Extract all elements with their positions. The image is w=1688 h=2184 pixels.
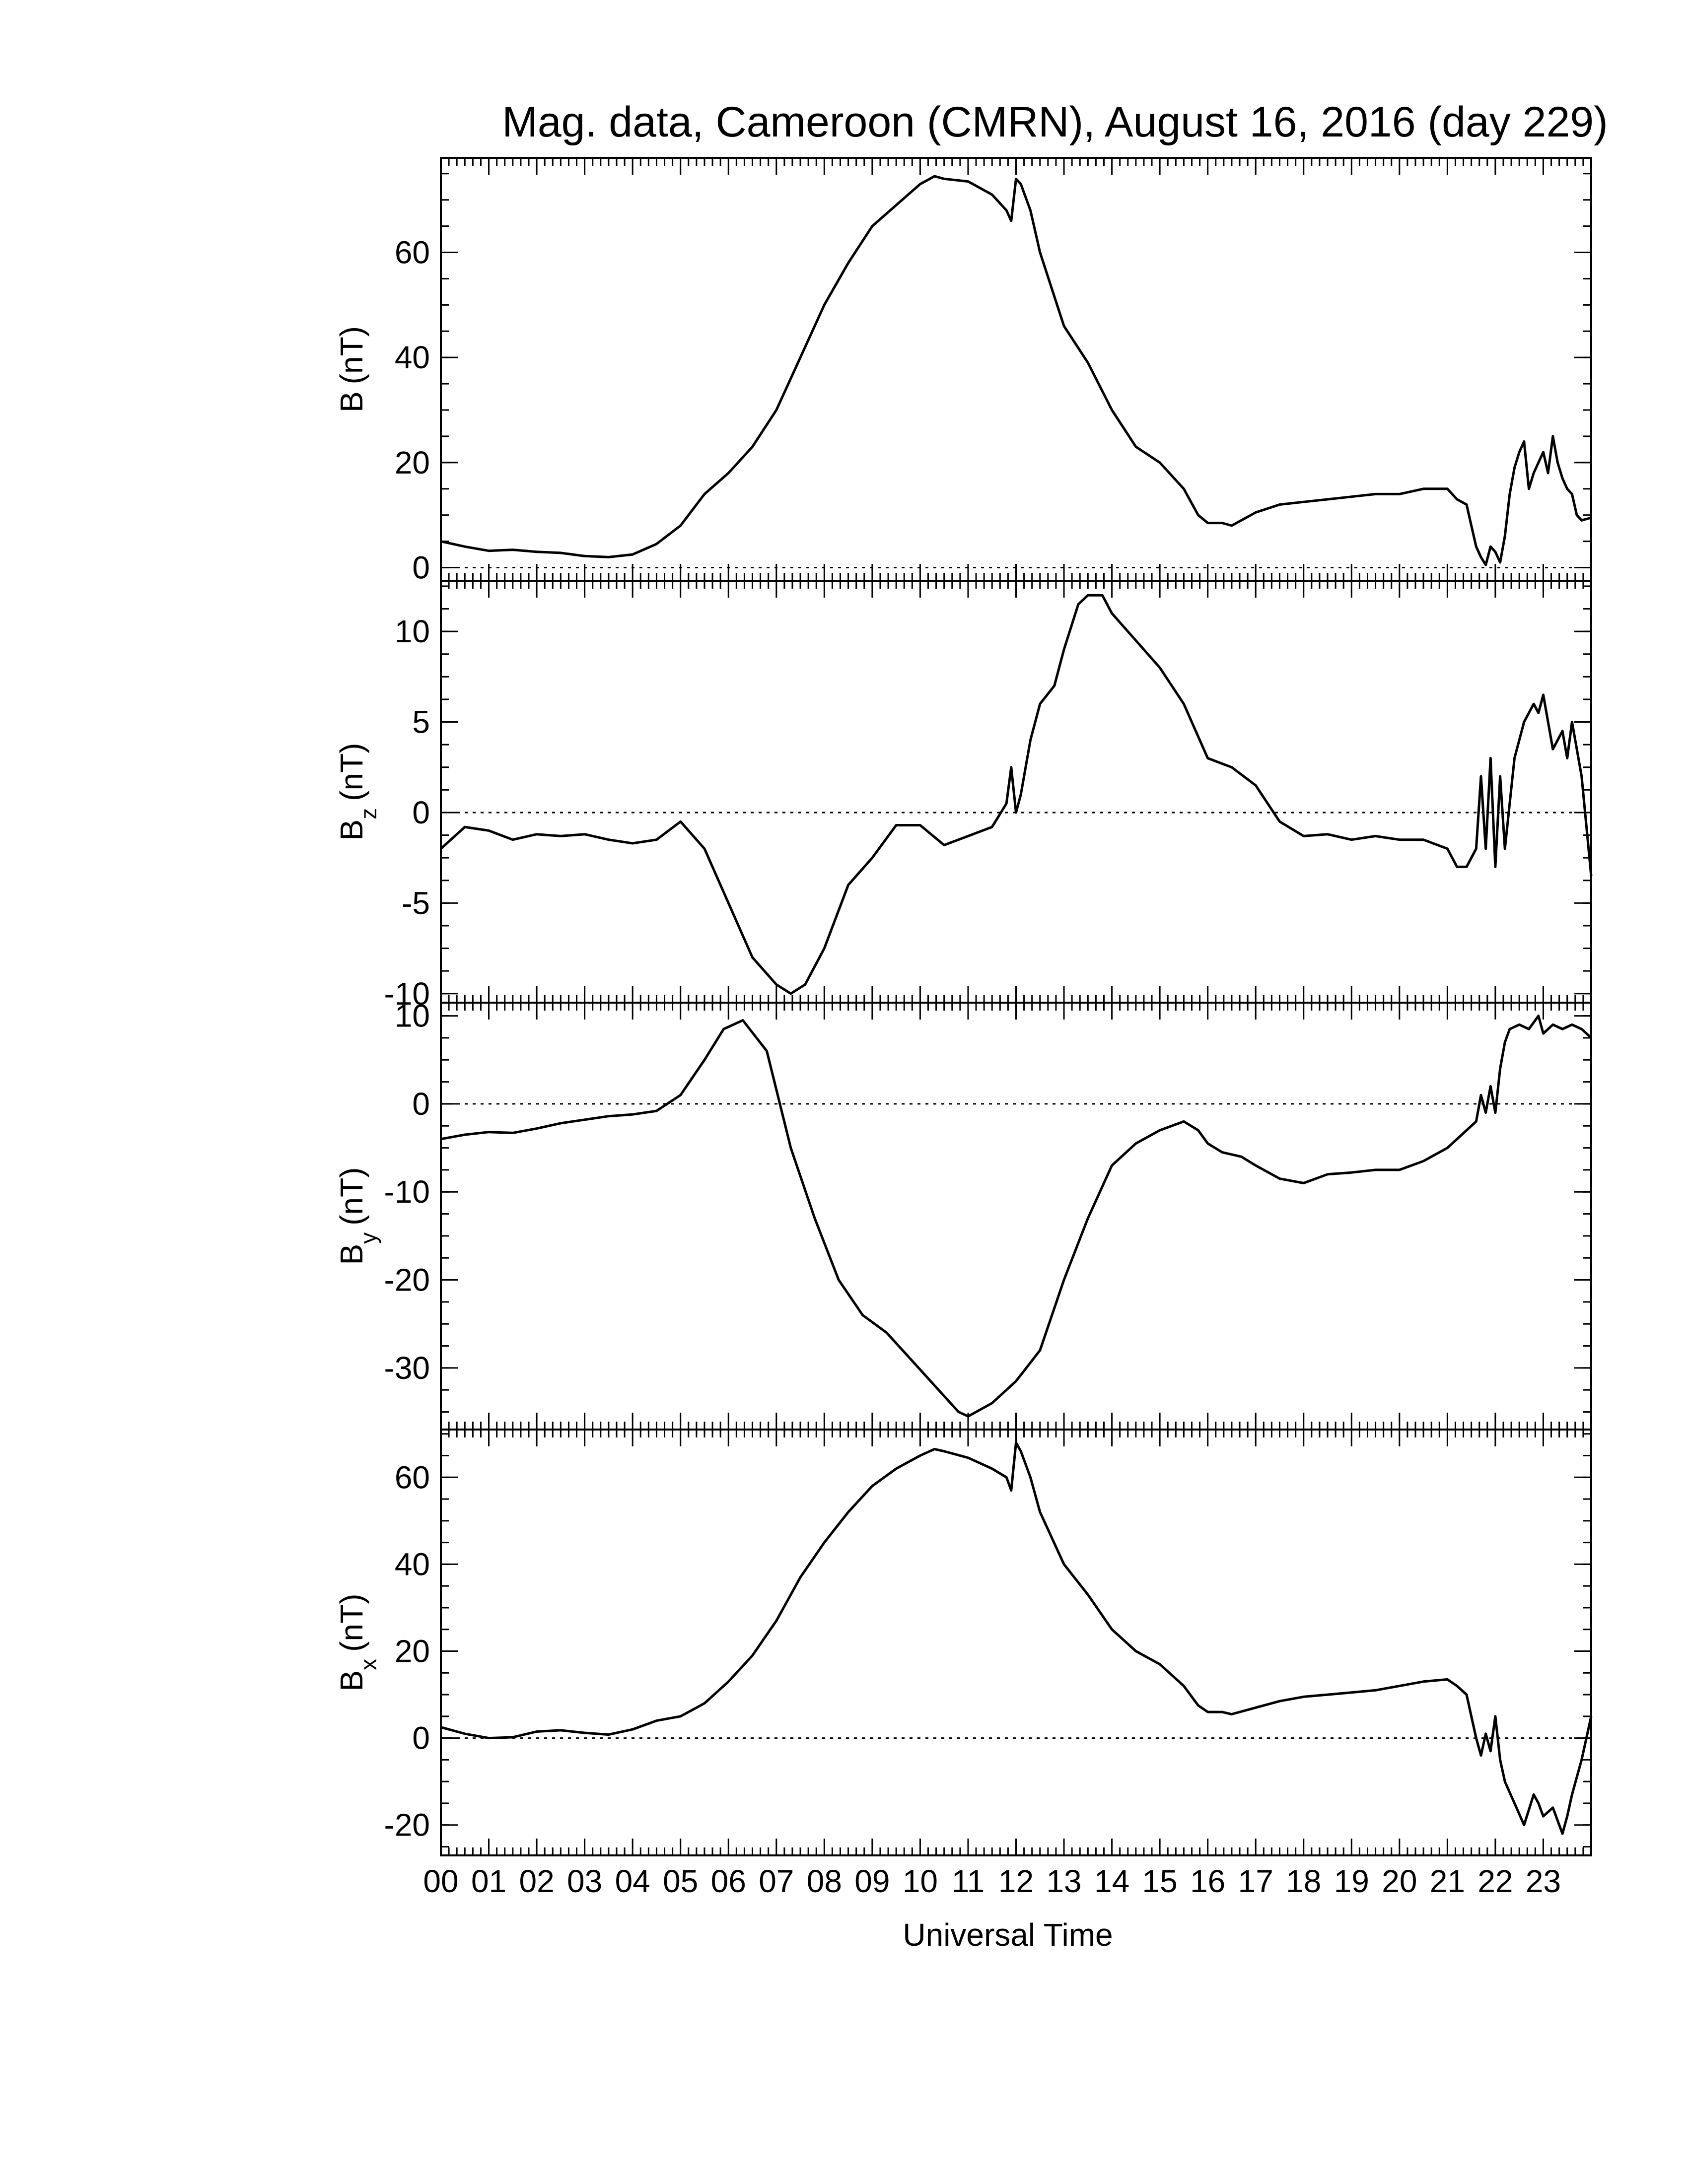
y-axis-label: Bx (nT) — [334, 1594, 381, 1692]
y-tick-label: 0 — [412, 1086, 430, 1122]
x-axis-label: Universal Time — [903, 1917, 1113, 1953]
y-axis-label: Bz (nT) — [334, 743, 381, 841]
x-tick-label: 05 — [663, 1863, 698, 1899]
y-tick-label: 20 — [395, 445, 430, 480]
y-axis-label: By (nT) — [334, 1167, 381, 1265]
series-line-bz — [440, 594, 1593, 995]
y-tick-label: -5 — [402, 885, 430, 921]
y-tick-label: -30 — [384, 1350, 430, 1386]
x-tick-label: 03 — [567, 1863, 602, 1899]
y-tick-label: 0 — [412, 795, 430, 830]
y-axis-label-main: B — [334, 1670, 369, 1692]
x-tick-label: 16 — [1190, 1863, 1225, 1899]
y-tick-label: 10 — [395, 998, 430, 1034]
x-tick-label: 22 — [1477, 1863, 1513, 1899]
x-tick-label: 08 — [807, 1863, 842, 1899]
y-tick-label: 0 — [412, 1720, 430, 1756]
chart-title: Mag. data, Cameroon (CMRN), August 16, 2… — [502, 98, 1608, 146]
x-axis: 00 01 02 03 04 05 06 07 08 09 10 11 12 13 14 15 16 17 18 19… — [423, 1863, 1561, 1899]
x-tick-label: 21 — [1430, 1863, 1465, 1899]
x-tick-label: 10 — [903, 1863, 938, 1899]
y-axis-label-unit: (nT) — [334, 1594, 369, 1652]
y-tick-label: -10 — [384, 976, 430, 1012]
y-axis-label-unit: (nT) — [334, 326, 369, 384]
x-tick-label: 17 — [1238, 1863, 1273, 1899]
x-tick-label: 13 — [1046, 1863, 1081, 1899]
y-axis-label-subscript: z — [355, 808, 381, 819]
x-tick-label: 12 — [998, 1863, 1034, 1899]
panel-frame — [440, 1429, 1592, 1856]
x-tick-label: 00 — [423, 1863, 458, 1899]
y-tick-label: 40 — [395, 1546, 430, 1582]
y-axis-label-main: B — [334, 1244, 369, 1265]
x-tick-label: 04 — [615, 1863, 650, 1899]
series-line-by — [440, 1015, 1592, 1418]
y-tick-label: -10 — [384, 1174, 430, 1210]
panel-frame — [440, 157, 1592, 582]
y-axis-label-main: B — [334, 391, 369, 412]
y-axis-label-unit: (nT) — [334, 1167, 369, 1226]
panel-bz: -10 -5 0 5 10 Bz (nT) — [334, 580, 1593, 1012]
x-tick-label: 09 — [854, 1863, 890, 1899]
x-tick-label: 18 — [1286, 1863, 1321, 1899]
y-tick-label: 0 — [412, 550, 430, 586]
x-tick-label: 23 — [1526, 1863, 1561, 1899]
y-tick-label: -20 — [384, 1262, 430, 1298]
y-axis-label: B (nT) — [334, 326, 369, 412]
y-tick-label: 10 — [395, 614, 430, 649]
panel-by: -30 -20 -10 0 10 By (nT) — [334, 998, 1592, 1431]
x-tick-label: 01 — [471, 1863, 506, 1899]
x-tick-label: 02 — [519, 1863, 554, 1899]
y-tick-label: 60 — [395, 1459, 430, 1495]
x-tick-label: 11 — [952, 1863, 985, 1899]
panels-group: 0 20 40 60 B (nT) -10 -5 0 5 10 Bz (nT) -30 -20 -10 0 10 B… — [334, 157, 1593, 1856]
x-tick-label: 14 — [1094, 1863, 1129, 1899]
y-axis-label-main: B — [334, 819, 369, 841]
x-tick-label: 06 — [711, 1863, 746, 1899]
x-tick-label: 20 — [1382, 1863, 1417, 1899]
y-axis-label-subscript: y — [355, 1232, 381, 1244]
y-tick-label: 20 — [395, 1634, 430, 1669]
y-axis-label-unit: (nT) — [334, 743, 369, 801]
y-axis-label-subscript: x — [355, 1659, 381, 1670]
series-line-bx — [440, 1441, 1593, 1835]
panel-b: 0 20 40 60 B (nT) — [334, 157, 1592, 586]
y-tick-label: -20 — [384, 1807, 430, 1843]
panel-bx: -20 0 20 40 60 Bx (nT) — [334, 1429, 1593, 1856]
y-tick-label: 40 — [395, 340, 430, 375]
x-tick-label: 19 — [1334, 1863, 1369, 1899]
x-tick-label: 15 — [1142, 1863, 1178, 1899]
panel-frame — [440, 1002, 1592, 1431]
y-tick-label: 5 — [412, 704, 430, 740]
series-line-b — [440, 175, 1592, 566]
x-tick-label: 07 — [759, 1863, 794, 1899]
panel-frame — [440, 580, 1592, 1004]
y-tick-label: 60 — [395, 235, 430, 271]
